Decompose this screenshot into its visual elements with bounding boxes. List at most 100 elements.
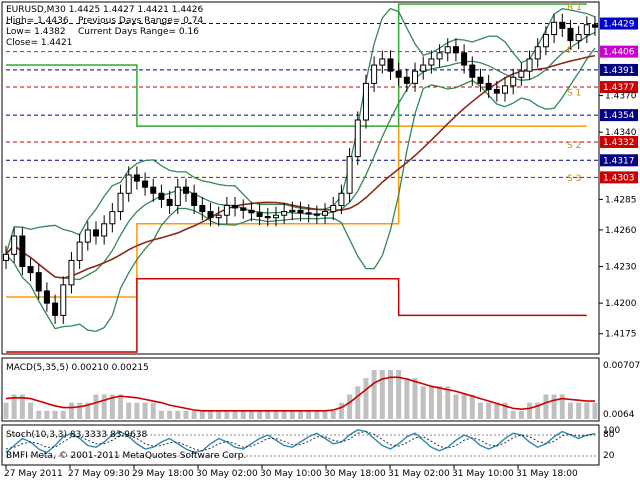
- macd-histogram-bar: [576, 402, 582, 419]
- candle-body: [289, 209, 296, 213]
- macd-histogram-bar: [298, 410, 303, 419]
- price-tick-label: 1.4200: [605, 299, 637, 309]
- macd-histogram-bar: [567, 402, 573, 419]
- price-marker-box: [600, 45, 638, 58]
- macd-axis-label: 0.0064: [603, 410, 635, 420]
- macd-histogram-bar: [363, 378, 369, 419]
- candle-body: [166, 198, 173, 206]
- time-axis-label: 29 May 18:00: [132, 469, 194, 479]
- time-axis-label: 31 May 02:00: [388, 469, 450, 479]
- macd-histogram-bar: [216, 410, 222, 419]
- candle-body: [60, 284, 67, 316]
- candle-body: [534, 46, 541, 60]
- candle-body: [428, 58, 435, 66]
- price-marker-label: 1.4303: [603, 173, 635, 183]
- candle-body: [117, 192, 124, 213]
- macd-histogram-bar: [551, 394, 557, 419]
- candle-body: [502, 85, 509, 94]
- macd-histogram-bar: [477, 402, 483, 419]
- current-range-text: Current Days Range= 0.16: [78, 27, 199, 37]
- macd-histogram-bar: [77, 402, 83, 419]
- macd-histogram-bar: [3, 402, 9, 419]
- macd-histogram-bar: [199, 410, 205, 419]
- candle-body: [174, 186, 181, 206]
- price-marker-label: 1.4332: [603, 138, 635, 148]
- candle-body: [436, 52, 443, 60]
- time-axis-label: 31 May 18:00: [516, 469, 578, 479]
- macd-histogram-bar: [527, 402, 533, 419]
- macd-histogram-bar: [126, 402, 132, 419]
- day-high-text: High= 1.4436: [6, 16, 69, 26]
- macd-histogram-bar: [167, 410, 173, 419]
- price-marker-box: [600, 135, 638, 148]
- macd-histogram-bar: [68, 402, 74, 419]
- candle-body: [11, 235, 18, 255]
- candle-body: [92, 229, 99, 237]
- candle-body: [444, 46, 451, 54]
- candle-body: [583, 24, 590, 36]
- time-axis-label: 27 May 2011: [4, 469, 63, 479]
- candle-body: [379, 58, 386, 66]
- candle-body: [3, 253, 9, 261]
- candle-body: [182, 186, 189, 194]
- main-price-panel[interactable]: [1, 1, 600, 355]
- pivot-label: R 1: [567, 3, 582, 13]
- candle-body: [592, 24, 598, 28]
- macd-histogram-bar: [314, 410, 320, 419]
- candle-body: [485, 82, 492, 90]
- macd-histogram-bar: [486, 402, 492, 419]
- stoch-title: Stoch(10,3,3) 83.3333 83.9638: [6, 430, 147, 440]
- candle-body: [109, 211, 116, 225]
- price-tick-label: 1.4230: [605, 263, 637, 273]
- macd-histogram-bar: [535, 402, 541, 419]
- macd-histogram-bar: [322, 410, 328, 419]
- price-marker-box: [600, 63, 638, 76]
- macd-histogram-bar: [412, 378, 418, 419]
- macd-histogram-bar: [453, 394, 459, 419]
- resistance-line: [6, 3, 587, 127]
- candle-body: [403, 76, 410, 84]
- candle-body: [248, 209, 255, 214]
- macd-histogram-bar: [445, 386, 451, 419]
- price-marker-box: [600, 81, 638, 94]
- macd-histogram-bar: [52, 410, 58, 419]
- macd-histogram-bar: [592, 402, 598, 419]
- candle-body: [125, 174, 132, 194]
- candle-body: [191, 192, 198, 206]
- macd-histogram-bar: [518, 410, 524, 419]
- price-marker-box: [600, 154, 638, 167]
- macd-histogram-bar: [510, 410, 516, 419]
- candle-body: [215, 214, 222, 219]
- candle-body: [362, 82, 369, 121]
- macd-histogram-bar: [338, 402, 344, 419]
- candle-body: [84, 229, 91, 243]
- macd-histogram-bar: [158, 410, 164, 419]
- macd-histogram-bar: [584, 402, 590, 419]
- candle-body: [19, 235, 26, 268]
- macd-histogram-bar: [224, 410, 230, 419]
- candle-body: [101, 223, 108, 237]
- candle-body: [35, 272, 42, 292]
- price-tick-label: 1.4260: [605, 226, 637, 236]
- macd-histogram-bar: [396, 370, 402, 419]
- macd-histogram-bar: [109, 394, 115, 419]
- candle-body: [518, 70, 525, 78]
- candle-body: [232, 204, 239, 209]
- macd-histogram-bar: [11, 394, 17, 419]
- candle-body: [256, 212, 263, 217]
- macd-histogram-bar: [543, 394, 549, 419]
- macd-histogram-bar: [355, 386, 361, 419]
- pivot-label: S 3: [567, 174, 581, 184]
- close-text: Close= 1.4421: [6, 38, 72, 48]
- macd-histogram-bar: [404, 378, 410, 419]
- macd-histogram-bar: [208, 410, 214, 419]
- candle-body: [272, 214, 279, 219]
- candle-body: [575, 34, 582, 42]
- macd-histogram-bar: [36, 410, 42, 419]
- macd-histogram-bar: [232, 410, 238, 419]
- macd-histogram-bar: [437, 386, 443, 419]
- candle-body: [150, 186, 157, 194]
- candle-body: [559, 21, 566, 29]
